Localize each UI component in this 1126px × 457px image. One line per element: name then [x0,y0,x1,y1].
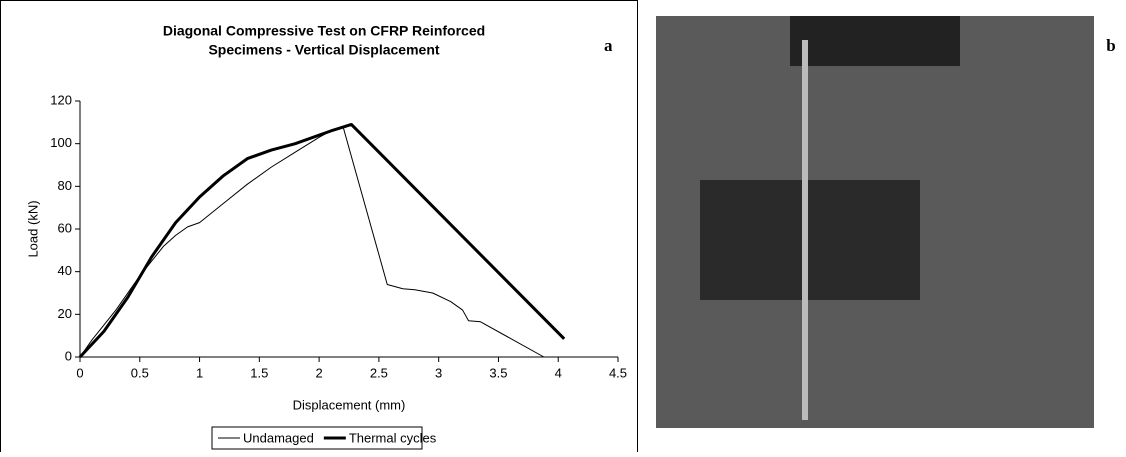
x-tick-label: 2.5 [370,365,388,380]
x-tick-label: 0.5 [131,365,149,380]
photo-detail [790,16,960,66]
y-tick-label: 100 [50,135,72,150]
y-tick-label: 0 [65,348,72,363]
y-tick-label: 120 [50,92,72,107]
figure: Diagonal Compressive Test on CFRP Reinfo… [0,0,1126,452]
y-tick-label: 20 [58,306,72,321]
x-tick-label: 0 [76,365,83,380]
chart-subtitle: Specimens - Vertical Displacement [208,42,439,58]
x-tick-label: 2 [315,365,322,380]
y-axis-label: Load (kN) [25,200,40,257]
legend-label: Thermal cycles [349,430,437,445]
y-tick-label: 80 [58,178,72,193]
y-tick-label: 40 [58,263,72,278]
panel-label: a [604,36,613,55]
x-tick-label: 3.5 [489,365,507,380]
chart-title: Diagonal Compressive Test on CFRP Reinfo… [163,23,485,39]
x-tick-label: 3 [435,365,442,380]
y-tick-label: 60 [58,220,72,235]
x-axis-label: Displacement (mm) [293,397,406,412]
legend-label: Undamaged [243,430,314,445]
chart-frame [1,1,638,453]
panel-label: b [1106,36,1115,55]
x-tick-label: 1.5 [250,365,268,380]
x-tick-label: 1 [196,365,203,380]
series-line [80,127,544,357]
x-tick-label: 4.5 [609,365,627,380]
x-tick-label: 4 [555,365,562,380]
series-line [80,124,564,357]
photo-detail [700,180,920,300]
